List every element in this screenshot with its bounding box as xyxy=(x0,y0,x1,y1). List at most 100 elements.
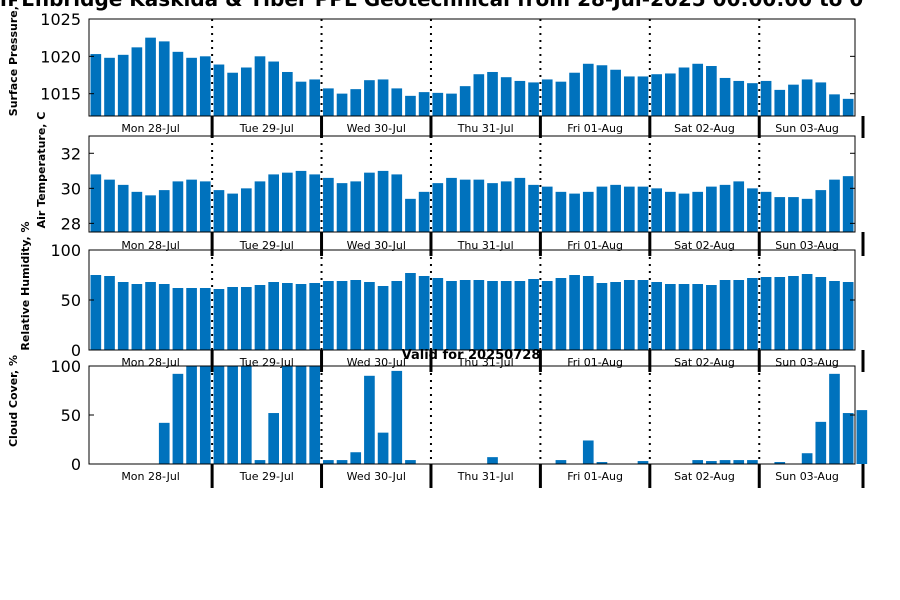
x-day-label: Sat 02-Aug xyxy=(674,239,735,252)
bar xyxy=(842,282,854,350)
bar xyxy=(733,80,745,116)
bar xyxy=(514,80,526,116)
bar xyxy=(90,174,102,232)
bar xyxy=(254,56,266,116)
bar xyxy=(405,95,416,116)
bar xyxy=(801,198,813,232)
y-tick-label: 1020 xyxy=(40,47,81,66)
bar xyxy=(364,375,375,464)
panel-2: 28 30 32 Mon 28-Jul Tue 29-Jul Wed 30-Jul Thu … xyxy=(35,112,865,256)
x-day-label: Sun 03-Aug xyxy=(775,239,839,252)
bar xyxy=(309,79,321,116)
bar xyxy=(623,280,635,350)
bar xyxy=(596,65,608,116)
bar xyxy=(336,460,348,464)
bar xyxy=(282,283,293,350)
bar xyxy=(719,280,731,350)
bar xyxy=(295,366,307,464)
bar xyxy=(131,284,143,350)
x-day-label: Thu 31-Jul xyxy=(457,122,514,135)
bar xyxy=(227,366,238,464)
bar xyxy=(405,273,416,350)
bar xyxy=(500,77,512,116)
bar xyxy=(254,181,266,232)
bar xyxy=(254,460,266,464)
bar xyxy=(473,74,485,116)
bar xyxy=(364,282,375,350)
bar xyxy=(254,285,266,350)
bar xyxy=(213,64,225,116)
x-day-label: Thu 31-Jul xyxy=(457,239,514,252)
bar xyxy=(596,462,608,464)
bar xyxy=(309,366,321,464)
bar xyxy=(555,191,567,232)
x-day-label: Tue 29-Jul xyxy=(239,239,294,252)
y-axis-label: Relative Humidity, % xyxy=(19,221,32,350)
x-day-label: Thu 31-Jul xyxy=(457,470,514,483)
bar xyxy=(459,280,471,350)
bar xyxy=(651,74,662,116)
bar xyxy=(282,366,293,464)
bar xyxy=(582,276,594,350)
y-tick-label: 30 xyxy=(61,179,81,198)
bar xyxy=(282,172,293,232)
bar xyxy=(213,366,225,464)
bar xyxy=(815,421,827,464)
bar xyxy=(829,281,840,350)
bar xyxy=(158,284,170,350)
bar xyxy=(733,280,745,350)
y-tick-label: 50 xyxy=(61,406,81,425)
bar xyxy=(309,283,321,350)
bar xyxy=(90,54,102,116)
bar xyxy=(774,462,786,464)
bar xyxy=(391,174,403,232)
bar xyxy=(186,179,197,232)
bar xyxy=(295,284,307,350)
bar xyxy=(350,452,362,464)
y-tick-label: 28 xyxy=(61,214,81,233)
bar xyxy=(555,81,567,116)
bar xyxy=(596,283,608,350)
bar xyxy=(815,190,827,232)
bar xyxy=(842,176,854,232)
bar xyxy=(719,460,731,464)
bar xyxy=(706,186,717,232)
bar xyxy=(815,82,827,116)
bar xyxy=(829,373,840,464)
bar xyxy=(158,41,170,116)
bar xyxy=(377,286,389,350)
panel-3: 0 50 100 Mon 28-Jul Tue 29-Jul Wed 30-Jul Thu … xyxy=(19,221,865,372)
bar xyxy=(856,410,868,464)
bar xyxy=(706,285,717,350)
bar xyxy=(514,281,526,350)
bar xyxy=(610,282,621,350)
bar xyxy=(145,282,156,350)
bar xyxy=(199,288,211,350)
axes-frame xyxy=(88,18,856,117)
x-day-label: Sat 02-Aug xyxy=(674,356,735,369)
bar xyxy=(131,191,143,232)
bar xyxy=(623,76,635,116)
bar xyxy=(377,432,389,464)
bar xyxy=(623,186,635,232)
bar xyxy=(336,93,348,116)
bar xyxy=(569,275,580,350)
bar xyxy=(528,184,539,232)
bar xyxy=(323,177,334,232)
bar xyxy=(528,82,539,116)
x-day-label: Wed 30-Jul xyxy=(347,470,406,483)
bar xyxy=(487,457,498,464)
bar xyxy=(692,191,704,232)
bar xyxy=(268,282,279,350)
bar xyxy=(473,179,485,232)
bar xyxy=(186,366,197,464)
bar xyxy=(418,92,430,116)
bar xyxy=(569,193,580,232)
bar xyxy=(309,174,321,232)
bar xyxy=(842,98,854,116)
bar xyxy=(350,181,362,232)
bar xyxy=(459,86,471,116)
bar xyxy=(747,83,758,116)
x-day-label: Sat 02-Aug xyxy=(674,470,735,483)
panel-1: 1015 1020 1025 Mon 28-Jul Tue 29-Jul Wed 30-J… xyxy=(7,0,865,138)
